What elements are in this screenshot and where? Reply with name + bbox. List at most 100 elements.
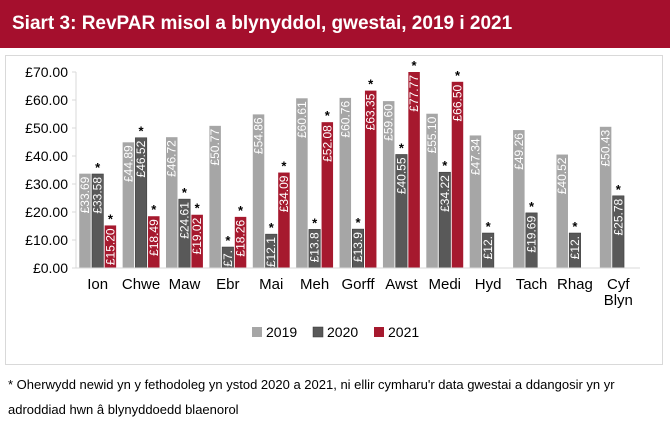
- asterisk: *: [368, 77, 374, 92]
- chart-title: Siart 3: RevPAR misol a blynyddol, gwest…: [0, 0, 670, 48]
- bar: [426, 113, 438, 268]
- value-label: £25.78: [611, 198, 625, 235]
- asterisk: *: [325, 108, 331, 123]
- legend-swatch: [252, 327, 262, 337]
- value-label: £15.20: [103, 228, 117, 265]
- legend-swatch: [312, 326, 324, 338]
- x-tick-label: Meh: [300, 276, 330, 293]
- x-tick-label: Ebr: [216, 276, 240, 293]
- x-tick-label: Gorff: [341, 276, 375, 293]
- asterisk: *: [442, 158, 448, 173]
- asterisk: *: [616, 182, 622, 197]
- bar: [513, 130, 525, 268]
- asterisk: *: [225, 233, 231, 248]
- value-label: £47.34: [468, 138, 482, 175]
- x-tick-label: Rhag: [556, 276, 593, 293]
- y-tick-label: £0.00: [33, 260, 68, 276]
- bar: [382, 101, 395, 269]
- bar: [408, 72, 420, 268]
- x-tick-label: Maw: [168, 276, 201, 293]
- asterisk: *: [355, 215, 361, 230]
- asterisk: *: [312, 215, 318, 230]
- bar: [252, 114, 265, 268]
- bar: [79, 173, 91, 268]
- value-label: £13.9: [351, 232, 365, 262]
- bar: [296, 98, 308, 269]
- bar: [339, 97, 352, 268]
- value-label: £34.09: [277, 175, 291, 212]
- asterisk: *: [108, 211, 114, 226]
- x-tick-label: Hyd: [474, 276, 502, 293]
- x-tick-label: Awst: [385, 276, 418, 293]
- value-label: £50.43: [599, 129, 613, 166]
- chart-frame: [5, 55, 663, 365]
- value-label: £52.08: [320, 125, 334, 162]
- bar: [209, 125, 221, 269]
- asterisk: *: [486, 219, 492, 234]
- y-tick-label: £70.00: [25, 64, 68, 80]
- value-label: £60.61: [295, 101, 309, 138]
- x-tick-label: Chwe: [121, 276, 161, 293]
- y-tick-label: £40.00: [25, 148, 68, 164]
- value-label: £12.1: [264, 237, 278, 267]
- value-label: £18.49: [147, 219, 161, 256]
- asterisk: *: [399, 140, 405, 155]
- value-label: £63.35: [364, 93, 378, 130]
- bar: [599, 126, 612, 269]
- legend-label: 2019: [266, 324, 297, 340]
- value-label: £12.: [568, 236, 582, 259]
- value-label: £24.61: [177, 202, 191, 239]
- asterisk: *: [281, 159, 287, 174]
- y-tick-label: £30.00: [25, 176, 68, 192]
- value-label: £50.77: [208, 129, 222, 166]
- bar: [364, 90, 377, 269]
- y-tick-label: £50.00: [25, 120, 68, 136]
- y-tick-label: £60.00: [25, 92, 68, 108]
- value-label: £7.: [221, 250, 235, 267]
- value-label: £40.52: [555, 157, 569, 194]
- value-label: £66.50: [450, 84, 464, 121]
- legend-label: 2021: [388, 324, 419, 340]
- y-tick-label: £10.00: [25, 232, 68, 248]
- value-label: £19.02: [190, 217, 204, 254]
- x-tick-label: Ion: [87, 276, 109, 293]
- value-label: £77.77: [407, 75, 421, 112]
- bar: [234, 216, 247, 268]
- bar: [122, 142, 135, 268]
- asterisk: *: [182, 185, 188, 200]
- plot-area: [79, 72, 625, 269]
- x-tick-label: Mai: [259, 276, 284, 293]
- footnote: * Oherwydd newid yn y fethodoleg yn ysto…: [8, 377, 615, 417]
- x-tick-label: Medi: [428, 276, 462, 293]
- asterisk: *: [455, 68, 461, 83]
- value-label: £46.72: [165, 140, 179, 177]
- value-label: £12.: [481, 236, 495, 259]
- y-tick-label: £20.00: [25, 204, 68, 220]
- value-label: £40.55: [394, 157, 408, 194]
- asterisk: *: [412, 58, 418, 73]
- value-label: £33.58: [91, 177, 105, 214]
- value-label: £59.60: [382, 104, 396, 141]
- asterisk: *: [195, 201, 201, 216]
- bar: [451, 81, 464, 268]
- value-label: £54.86: [252, 117, 266, 154]
- asterisk: *: [95, 160, 101, 175]
- bar: [469, 135, 482, 268]
- value-label: £46.52: [134, 140, 148, 177]
- value-label: £55.10: [425, 116, 439, 153]
- value-label: £34.22: [438, 175, 452, 212]
- value-label: £44.89: [121, 145, 135, 182]
- bar: [556, 154, 568, 268]
- bar: [321, 122, 334, 269]
- asterisk: *: [269, 220, 275, 235]
- x-tick-label: Cyf Blyn: [603, 276, 633, 309]
- value-label: £33.69: [78, 176, 92, 213]
- value-label: £49.26: [512, 133, 526, 170]
- bar: [278, 172, 290, 268]
- x-tick-label: Tach: [515, 276, 548, 293]
- value-label: £19.69: [525, 216, 539, 253]
- legend-swatch: [374, 327, 384, 337]
- value-label: £60.76: [338, 101, 352, 138]
